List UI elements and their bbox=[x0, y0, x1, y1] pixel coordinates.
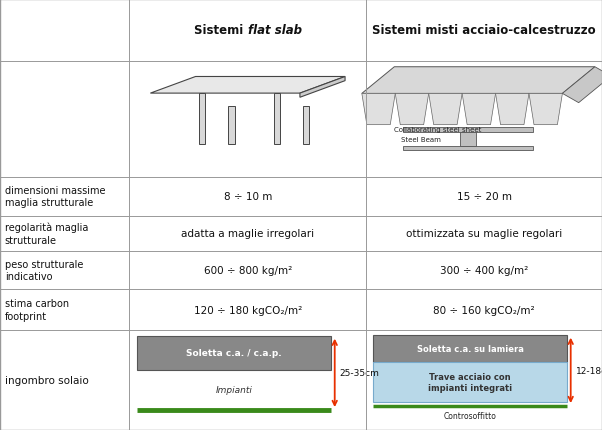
Polygon shape bbox=[529, 94, 562, 126]
Text: 120 ÷ 180 kgCO₂/m²: 120 ÷ 180 kgCO₂/m² bbox=[194, 305, 302, 315]
Text: ingombro solaio: ingombro solaio bbox=[5, 375, 88, 385]
Text: Collaborating steel sheet: Collaborating steel sheet bbox=[394, 126, 482, 132]
Text: Steel Beam: Steel Beam bbox=[402, 136, 441, 142]
Text: regolarità maglia
strutturale: regolarità maglia strutturale bbox=[5, 222, 88, 245]
Text: 80 ÷ 160 kgCO₂/m²: 80 ÷ 160 kgCO₂/m² bbox=[433, 305, 535, 315]
Text: 8 ÷ 10 m: 8 ÷ 10 m bbox=[223, 192, 272, 202]
Polygon shape bbox=[562, 68, 602, 104]
Polygon shape bbox=[462, 94, 495, 126]
Text: Sistemi misti acciaio-calcestruzzo: Sistemi misti acciaio-calcestruzzo bbox=[372, 25, 596, 37]
Text: stima carbon
footprint: stima carbon footprint bbox=[5, 299, 69, 321]
Polygon shape bbox=[228, 107, 235, 145]
Bar bbox=[403, 146, 533, 151]
Polygon shape bbox=[150, 77, 345, 94]
Text: peso strutturale
indicativo: peso strutturale indicativo bbox=[5, 259, 83, 282]
Text: 25-35cm: 25-35cm bbox=[340, 369, 379, 378]
Polygon shape bbox=[362, 94, 396, 126]
Text: Trave acciaio con
impianti integrati: Trave acciaio con impianti integrati bbox=[428, 372, 512, 392]
Text: ottimizzata su maglie regolari: ottimizzata su maglie regolari bbox=[406, 229, 562, 239]
Polygon shape bbox=[362, 68, 595, 94]
Text: flat slab: flat slab bbox=[248, 25, 302, 37]
Text: 15 ÷ 20 m: 15 ÷ 20 m bbox=[456, 192, 512, 202]
Text: Sistemi: Sistemi bbox=[194, 25, 248, 37]
FancyBboxPatch shape bbox=[373, 362, 567, 402]
Polygon shape bbox=[300, 77, 345, 98]
Polygon shape bbox=[303, 107, 309, 145]
Text: Impianti: Impianti bbox=[216, 386, 252, 394]
Text: Soletta c.a. su lamiera: Soletta c.a. su lamiera bbox=[417, 344, 524, 353]
Polygon shape bbox=[274, 94, 281, 145]
Polygon shape bbox=[199, 94, 205, 145]
Bar bbox=[403, 128, 533, 132]
Polygon shape bbox=[396, 94, 429, 126]
Polygon shape bbox=[429, 94, 462, 126]
Text: Soletta c.a. / c.a.p.: Soletta c.a. / c.a.p. bbox=[186, 349, 282, 357]
Polygon shape bbox=[495, 94, 529, 126]
FancyBboxPatch shape bbox=[373, 335, 567, 362]
Text: 600 ÷ 800 kg/m²: 600 ÷ 800 kg/m² bbox=[203, 265, 292, 275]
Text: adatta a maglie irregolari: adatta a maglie irregolari bbox=[181, 229, 314, 239]
Text: Controsoffitto: Controsoffitto bbox=[444, 411, 497, 420]
Bar bbox=[460, 132, 476, 146]
Text: dimensioni massime
maglia strutturale: dimensioni massime maglia strutturale bbox=[5, 186, 105, 208]
Text: 12-18cm: 12-18cm bbox=[576, 366, 602, 375]
Text: 300 ÷ 400 kg/m²: 300 ÷ 400 kg/m² bbox=[440, 265, 528, 275]
FancyBboxPatch shape bbox=[137, 336, 331, 370]
